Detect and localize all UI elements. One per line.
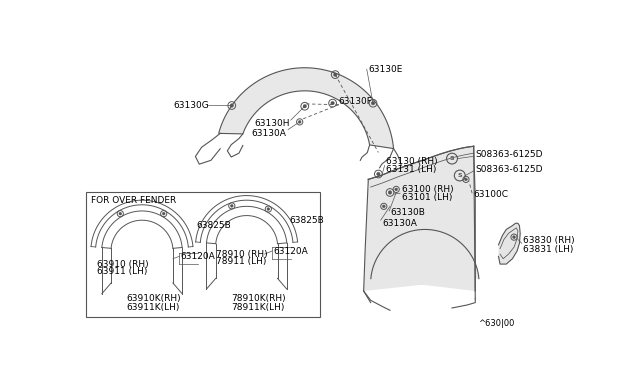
Text: 63130B: 63130B <box>390 208 425 217</box>
Text: 63130G: 63130G <box>173 101 209 110</box>
Text: 63831 (LH): 63831 (LH) <box>524 245 573 254</box>
Text: S08363-6125D: S08363-6125D <box>476 150 543 159</box>
Circle shape <box>230 104 234 107</box>
Circle shape <box>303 105 307 108</box>
Circle shape <box>331 102 334 105</box>
Text: 63825B: 63825B <box>196 221 231 230</box>
Text: 63911 (LH): 63911 (LH) <box>97 267 147 276</box>
Text: 78910K(RH): 78910K(RH) <box>231 294 285 303</box>
Text: 63130A: 63130A <box>252 129 287 138</box>
Circle shape <box>163 212 165 215</box>
Circle shape <box>298 121 301 123</box>
Circle shape <box>465 178 467 181</box>
Text: S: S <box>450 156 454 161</box>
Polygon shape <box>499 223 520 264</box>
Text: 78911 (LH): 78911 (LH) <box>216 257 266 266</box>
Text: 63130E: 63130E <box>368 65 403 74</box>
Text: 63910 (RH): 63910 (RH) <box>97 260 148 269</box>
Text: 78910 (RH): 78910 (RH) <box>216 250 268 259</box>
Text: 63101 (LH): 63101 (LH) <box>402 193 452 202</box>
Bar <box>86 192 320 317</box>
Text: 63130 (RH): 63130 (RH) <box>386 157 438 166</box>
Text: FOR OVER FENDER: FOR OVER FENDER <box>91 196 176 205</box>
Text: 63830 (RH): 63830 (RH) <box>524 237 575 246</box>
Circle shape <box>267 208 269 211</box>
Text: 63910K(RH): 63910K(RH) <box>127 294 181 303</box>
Text: 63131 (LH): 63131 (LH) <box>386 165 436 174</box>
Text: ^630|00: ^630|00 <box>477 319 514 328</box>
Circle shape <box>388 191 392 194</box>
Text: 63911K(LH): 63911K(LH) <box>127 304 180 312</box>
Circle shape <box>513 236 515 238</box>
Text: 63825B: 63825B <box>289 216 324 225</box>
Text: 63130F: 63130F <box>339 97 372 106</box>
Circle shape <box>395 188 397 191</box>
Circle shape <box>371 102 375 105</box>
Text: 63100C: 63100C <box>474 190 509 199</box>
Circle shape <box>119 212 122 215</box>
Text: 78911K(LH): 78911K(LH) <box>231 304 285 312</box>
Circle shape <box>333 73 337 76</box>
Circle shape <box>230 205 233 207</box>
Circle shape <box>376 172 380 176</box>
Polygon shape <box>364 146 479 299</box>
Text: 63120A: 63120A <box>180 252 216 261</box>
Text: 63100 (RH): 63100 (RH) <box>402 185 453 194</box>
Text: 63120A: 63120A <box>274 247 308 256</box>
Polygon shape <box>219 68 394 148</box>
Text: S08363-6125D: S08363-6125D <box>476 165 543 174</box>
Text: 63130H: 63130H <box>254 119 290 128</box>
Text: S: S <box>458 173 462 178</box>
Text: 63130A: 63130A <box>382 219 417 228</box>
Circle shape <box>383 205 385 208</box>
